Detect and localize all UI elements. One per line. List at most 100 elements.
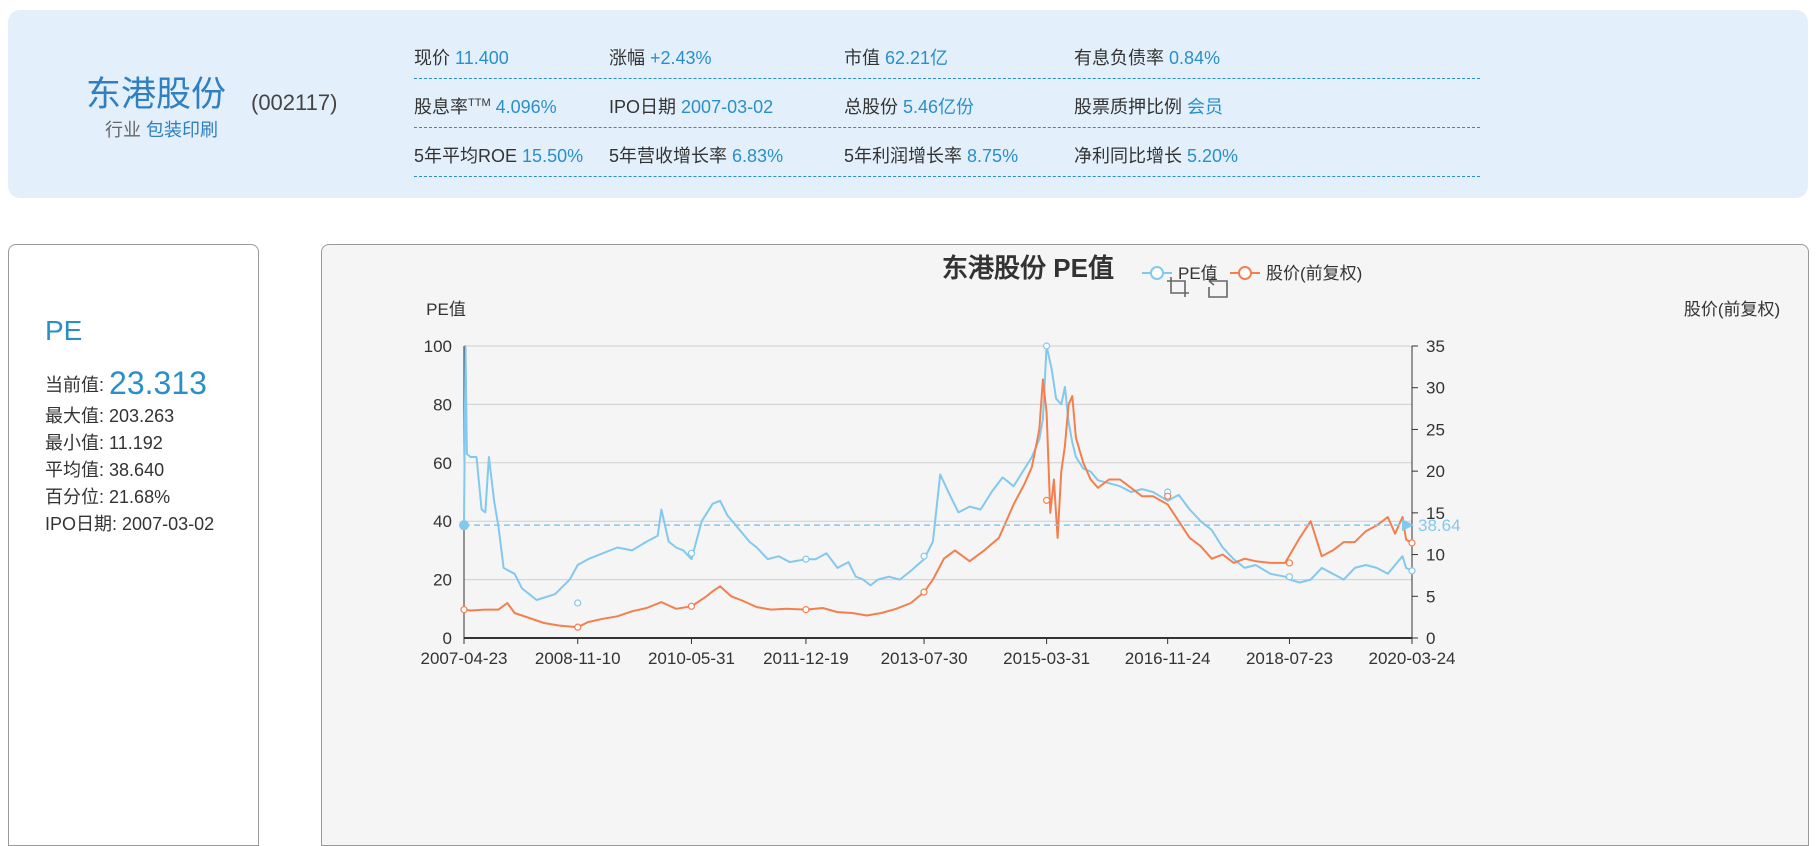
x-tick-label: 2008-11-10: [535, 649, 621, 668]
metrics-row: 5年平均ROE 15.50% 5年营收增长率 6.83% 5年利润增长率 8.75%…: [414, 128, 1480, 177]
legend-item-price[interactable]: 股价(前复权): [1230, 264, 1362, 283]
x-tick-label: 2010-05-31: [648, 649, 735, 668]
metric-cell: 股票质押比例 会员: [1074, 93, 1223, 119]
industry: 行业 包装印刷: [105, 116, 218, 142]
metric-label: 市值: [844, 48, 880, 68]
pe-stats-title: PE: [45, 315, 83, 346]
x-tick-label: 2013-07-30: [881, 649, 968, 668]
pe-point: [1285, 573, 1294, 581]
price-point: [1408, 539, 1416, 547]
y2-axis-label: 股价(前复权): [1684, 300, 1780, 319]
industry-value[interactable]: 包装印刷: [146, 120, 219, 140]
pe-point: [574, 599, 582, 607]
metrics-row: 现价 11.400 涨幅 +2.43% 市值 62.21亿 有息负债率 0.84%: [414, 30, 1480, 79]
stat-percentile: 百分位: 21.68%: [45, 487, 171, 507]
metric-cell: 5年营收增长率 6.83%: [609, 142, 783, 168]
metric-cell: IPO日期 2007-03-02: [609, 93, 773, 119]
mean-line-start: [459, 520, 469, 531]
pe-point: [1408, 567, 1416, 575]
metric-value: 5.46亿份: [903, 97, 975, 117]
stat-max: 最大值: 203.263: [45, 406, 175, 426]
metric-cell: 现价 11.400: [414, 44, 509, 70]
y-tick-label: 40: [433, 512, 452, 531]
y-tick-label: 60: [433, 454, 452, 473]
price-point: [802, 606, 810, 614]
metric-cell: 有息负债率 0.84%: [1074, 44, 1220, 70]
pe-chart: 东港股份 PE值 PE值 股价(前复权) PE值 股价(前复权) 02040608…: [421, 253, 1781, 668]
metric-value: +2.43%: [650, 48, 712, 68]
metric-value: 4.096%: [495, 97, 557, 117]
metric-label: 股票质押比例: [1074, 97, 1182, 117]
y-tick-label: 0: [443, 629, 452, 648]
metric-label-sup: TTM: [468, 97, 491, 109]
stat-avg: 平均值: 38.640: [45, 460, 165, 480]
metric-cell: 总股份 5.46亿份: [844, 93, 974, 119]
metrics-row: 股息率TTM 4.096% IPO日期 2007-03-02 总股份 5.46亿份 股…: [414, 79, 1480, 128]
metric-value: 5.20%: [1187, 146, 1239, 166]
pe-stats-list: 当前值: 23.313 最大值: 203.263 最小值: 11.192 平均值…: [45, 363, 214, 538]
legend-item-pe[interactable]: PE值: [1142, 264, 1218, 283]
chart-title: 东港股份 PE值: [942, 253, 1114, 283]
metric-value: 11.400: [455, 48, 509, 68]
metric-cell: 涨幅 +2.43%: [609, 44, 712, 70]
price-point: [574, 623, 582, 631]
chart-legend: PE值 股价(前复权): [1142, 264, 1362, 283]
metric-value: 62.21亿: [885, 48, 949, 68]
metric-value: 0.84%: [1169, 48, 1221, 68]
metric-cell: 5年利润增长率 8.75%: [844, 142, 1018, 168]
pe-series-line: [463, 345, 1413, 601]
chart-panel: 东港股份 PE值 PE值 股价(前复权) PE值 股价(前复权) 0 20 40 60 8…: [321, 244, 1809, 846]
metric-label: 涨幅: [609, 48, 645, 68]
stock-name: 东港股份: [86, 75, 227, 114]
pe-point: [687, 549, 696, 557]
metrics-table: 现价 11.400 涨幅 +2.43% 市值 62.21亿 有息负债率 0.84% 股息…: [414, 30, 1480, 177]
legend-swatch-marker: [1150, 266, 1164, 280]
stat-min: 最小值: 11.192: [45, 433, 163, 453]
metric-label: 5年利润增长率: [844, 146, 963, 166]
price-point: [1285, 559, 1294, 567]
price-point: [1164, 492, 1172, 500]
y2-tick-label: 0: [1426, 629, 1435, 648]
plot-area: 0 20 40 60 80 100 0 5 10 15 20 25 30 35 2007-04-23 2008…: [421, 337, 1461, 668]
price-series-line: [463, 378, 1413, 629]
metric-label: IPO日期: [609, 97, 677, 117]
zoom-icon[interactable]: [1167, 277, 1189, 297]
x-tick-label: 2015-03-31: [1003, 649, 1090, 668]
stock-code: (002117): [251, 90, 338, 115]
x-tick-label: 2011-12-19: [763, 649, 849, 668]
stat-current: 当前值: 23.313: [45, 365, 207, 401]
legend-swatch-marker: [1238, 266, 1252, 280]
metric-label: 总股份: [844, 97, 898, 117]
y2-tick-label: 10: [1426, 546, 1445, 565]
metric-value: 15.50%: [522, 146, 584, 166]
x-tick-label: 2020-03-24: [1369, 649, 1456, 668]
metric-label: 现价: [414, 48, 450, 68]
reset-icon[interactable]: [1208, 276, 1228, 298]
metric-value: 6.83%: [732, 146, 784, 166]
metric-cell: 股息率TTM 4.096%: [414, 93, 557, 119]
price-point: [1042, 496, 1051, 504]
metric-cell: 5年平均ROE 15.50%: [414, 142, 583, 168]
metric-value: 会员: [1187, 97, 1224, 117]
y2-tick-label: 30: [1426, 379, 1445, 398]
metric-label: 股息率: [414, 97, 468, 117]
pe-point: [1042, 342, 1051, 350]
industry-label: 行业: [105, 120, 141, 140]
pe-point: [802, 555, 810, 563]
y2-tick-label: 25: [1426, 420, 1445, 439]
summary-panel: [8, 10, 1808, 198]
metric-label: 有息负债率: [1074, 48, 1164, 68]
y2-tick-label: 35: [1426, 337, 1445, 356]
y-tick-label: 20: [433, 571, 452, 590]
price-point: [687, 602, 696, 610]
metric-cell: 市值 62.21亿: [844, 44, 948, 70]
price-point: [460, 606, 468, 614]
stat-ipo-date: IPO日期: 2007-03-02: [45, 514, 215, 534]
metric-label: 5年营收增长率: [609, 146, 728, 166]
x-tick-label: 2016-11-24: [1125, 649, 1211, 668]
metric-value: 2007-03-02: [681, 97, 774, 117]
legend-label: PE值: [1178, 264, 1218, 283]
current-pe-value: 23.313: [109, 365, 207, 401]
y2-tick-label: 20: [1426, 462, 1445, 481]
mean-line-label: 38.64: [1418, 516, 1461, 535]
